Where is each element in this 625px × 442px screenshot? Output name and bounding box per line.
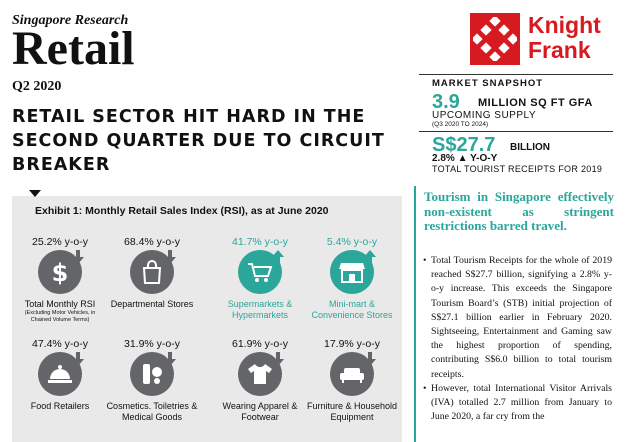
rsi-item-departmental: 68.4% y-o-y Departmental Stores xyxy=(106,236,198,310)
yoy-value: 68.4% y-o-y xyxy=(123,236,181,248)
rsi-item-furniture: 17.9% y-o-y Furniture & Household Equipm… xyxy=(306,338,398,422)
arrow-up-icon xyxy=(364,250,376,264)
rsi-item-minimart: 5.4% y-o-y Mini-mart & Convenience Store… xyxy=(306,236,398,320)
logo-line-1: Knight xyxy=(528,12,601,38)
item-label: Supermarkets & Hypermarkets xyxy=(227,299,293,320)
logo-line-2: Frank xyxy=(528,37,591,63)
divider xyxy=(419,131,613,132)
exhibit-title: Exhibit 1: Monthly Retail Sales Index (R… xyxy=(35,205,329,217)
knight-frank-logo: Knight Frank xyxy=(470,13,610,65)
supply-value: 3.9 xyxy=(432,91,460,113)
logo-mark-icon xyxy=(470,13,520,65)
item-label: Furniture & Household Equipment xyxy=(306,401,398,422)
svg-text:$: $ xyxy=(52,259,69,286)
report-period: Q2 2020 xyxy=(12,79,62,94)
rsi-item-food: 47.4% y-o-y Food Retailers xyxy=(14,338,106,412)
arrow-up-icon xyxy=(272,250,284,264)
rsi-item-cosmetics: 31.9% y-o-y Cosmetics. Toiletries & Medi… xyxy=(106,338,198,422)
arrow-down-icon xyxy=(272,352,284,366)
item-label: Food Retailers xyxy=(30,401,90,411)
supply-label: UPCOMING SUPPLY xyxy=(432,110,536,121)
arrow-down-icon xyxy=(164,352,176,366)
arrow-down-icon xyxy=(164,250,176,264)
yoy-value: 25.2% y-o-y xyxy=(31,236,89,248)
item-label: Total Monthly RSI xyxy=(24,299,96,309)
report-kicker: Singapore Research xyxy=(12,13,129,28)
report-title: Retail xyxy=(12,22,135,75)
exhibit-panel xyxy=(12,196,402,442)
yoy-value: 41.7% y-o-y xyxy=(231,236,289,248)
yoy-value: 47.4% y-o-y xyxy=(31,338,89,350)
side-lead: Tourism in Singapore effectively non-exi… xyxy=(424,189,614,233)
bullet-item: Total Tourism Receipts for the whole of … xyxy=(423,254,612,382)
yoy-value: 5.4% y-o-y xyxy=(326,236,378,248)
exhibit-marker-icon xyxy=(29,190,41,197)
bullet-item: However, total International Visitor Arr… xyxy=(423,382,612,425)
item-label: Cosmetics. Toiletries & Medical Goods xyxy=(106,401,198,422)
tourism-receipts-change: 2.8% ▲ Y-O-Y xyxy=(432,153,498,164)
arrow-down-icon xyxy=(72,352,84,366)
tourism-receipts-value: S$27.7 xyxy=(432,134,496,156)
rsi-item-total: 25.2% y-o-y $ Total Monthly RSI (Excludi… xyxy=(14,236,106,324)
arrow-down-icon xyxy=(364,352,376,366)
item-label: Mini-mart & Convenience Stores xyxy=(311,299,393,320)
tourism-receipts-unit: BILLION xyxy=(510,142,550,153)
yoy-value: 31.9% y-o-y xyxy=(123,338,181,350)
market-snapshot-title: MARKET SNAPSHOT xyxy=(432,78,544,89)
arrow-down-icon xyxy=(72,250,84,264)
item-label: Wearing Apparel & Footwear xyxy=(222,401,298,422)
item-sublabel: (Excluding Motor Vehicles, in Chained Vo… xyxy=(24,309,96,323)
supply-unit: MILLION SQ FT GFA xyxy=(478,97,593,109)
divider xyxy=(419,74,613,75)
item-label: Departmental Stores xyxy=(110,299,194,309)
rsi-item-apparel: 61.9% y-o-y Wearing Apparel & Footwear xyxy=(214,338,306,422)
yoy-value: 61.9% y-o-y xyxy=(231,338,289,350)
shopping-cart-icon xyxy=(238,250,282,294)
side-body: Total Tourism Receipts for the whole of … xyxy=(423,254,612,425)
yoy-value: 17.9% y-o-y xyxy=(323,338,381,350)
tourism-receipts-label: TOTAL TOURIST RECEIPTS FOR 2019 xyxy=(432,164,603,174)
rsi-item-supermarkets: 41.7% y-o-y Supermarkets & Hypermarkets xyxy=(214,236,306,320)
supply-sublabel: (Q3 2020 TO 2024) xyxy=(432,121,489,128)
column-divider xyxy=(414,186,416,442)
storefront-icon xyxy=(330,250,374,294)
headline: RETAIL SECTOR HIT HARD IN THE SECOND QUA… xyxy=(12,107,385,175)
